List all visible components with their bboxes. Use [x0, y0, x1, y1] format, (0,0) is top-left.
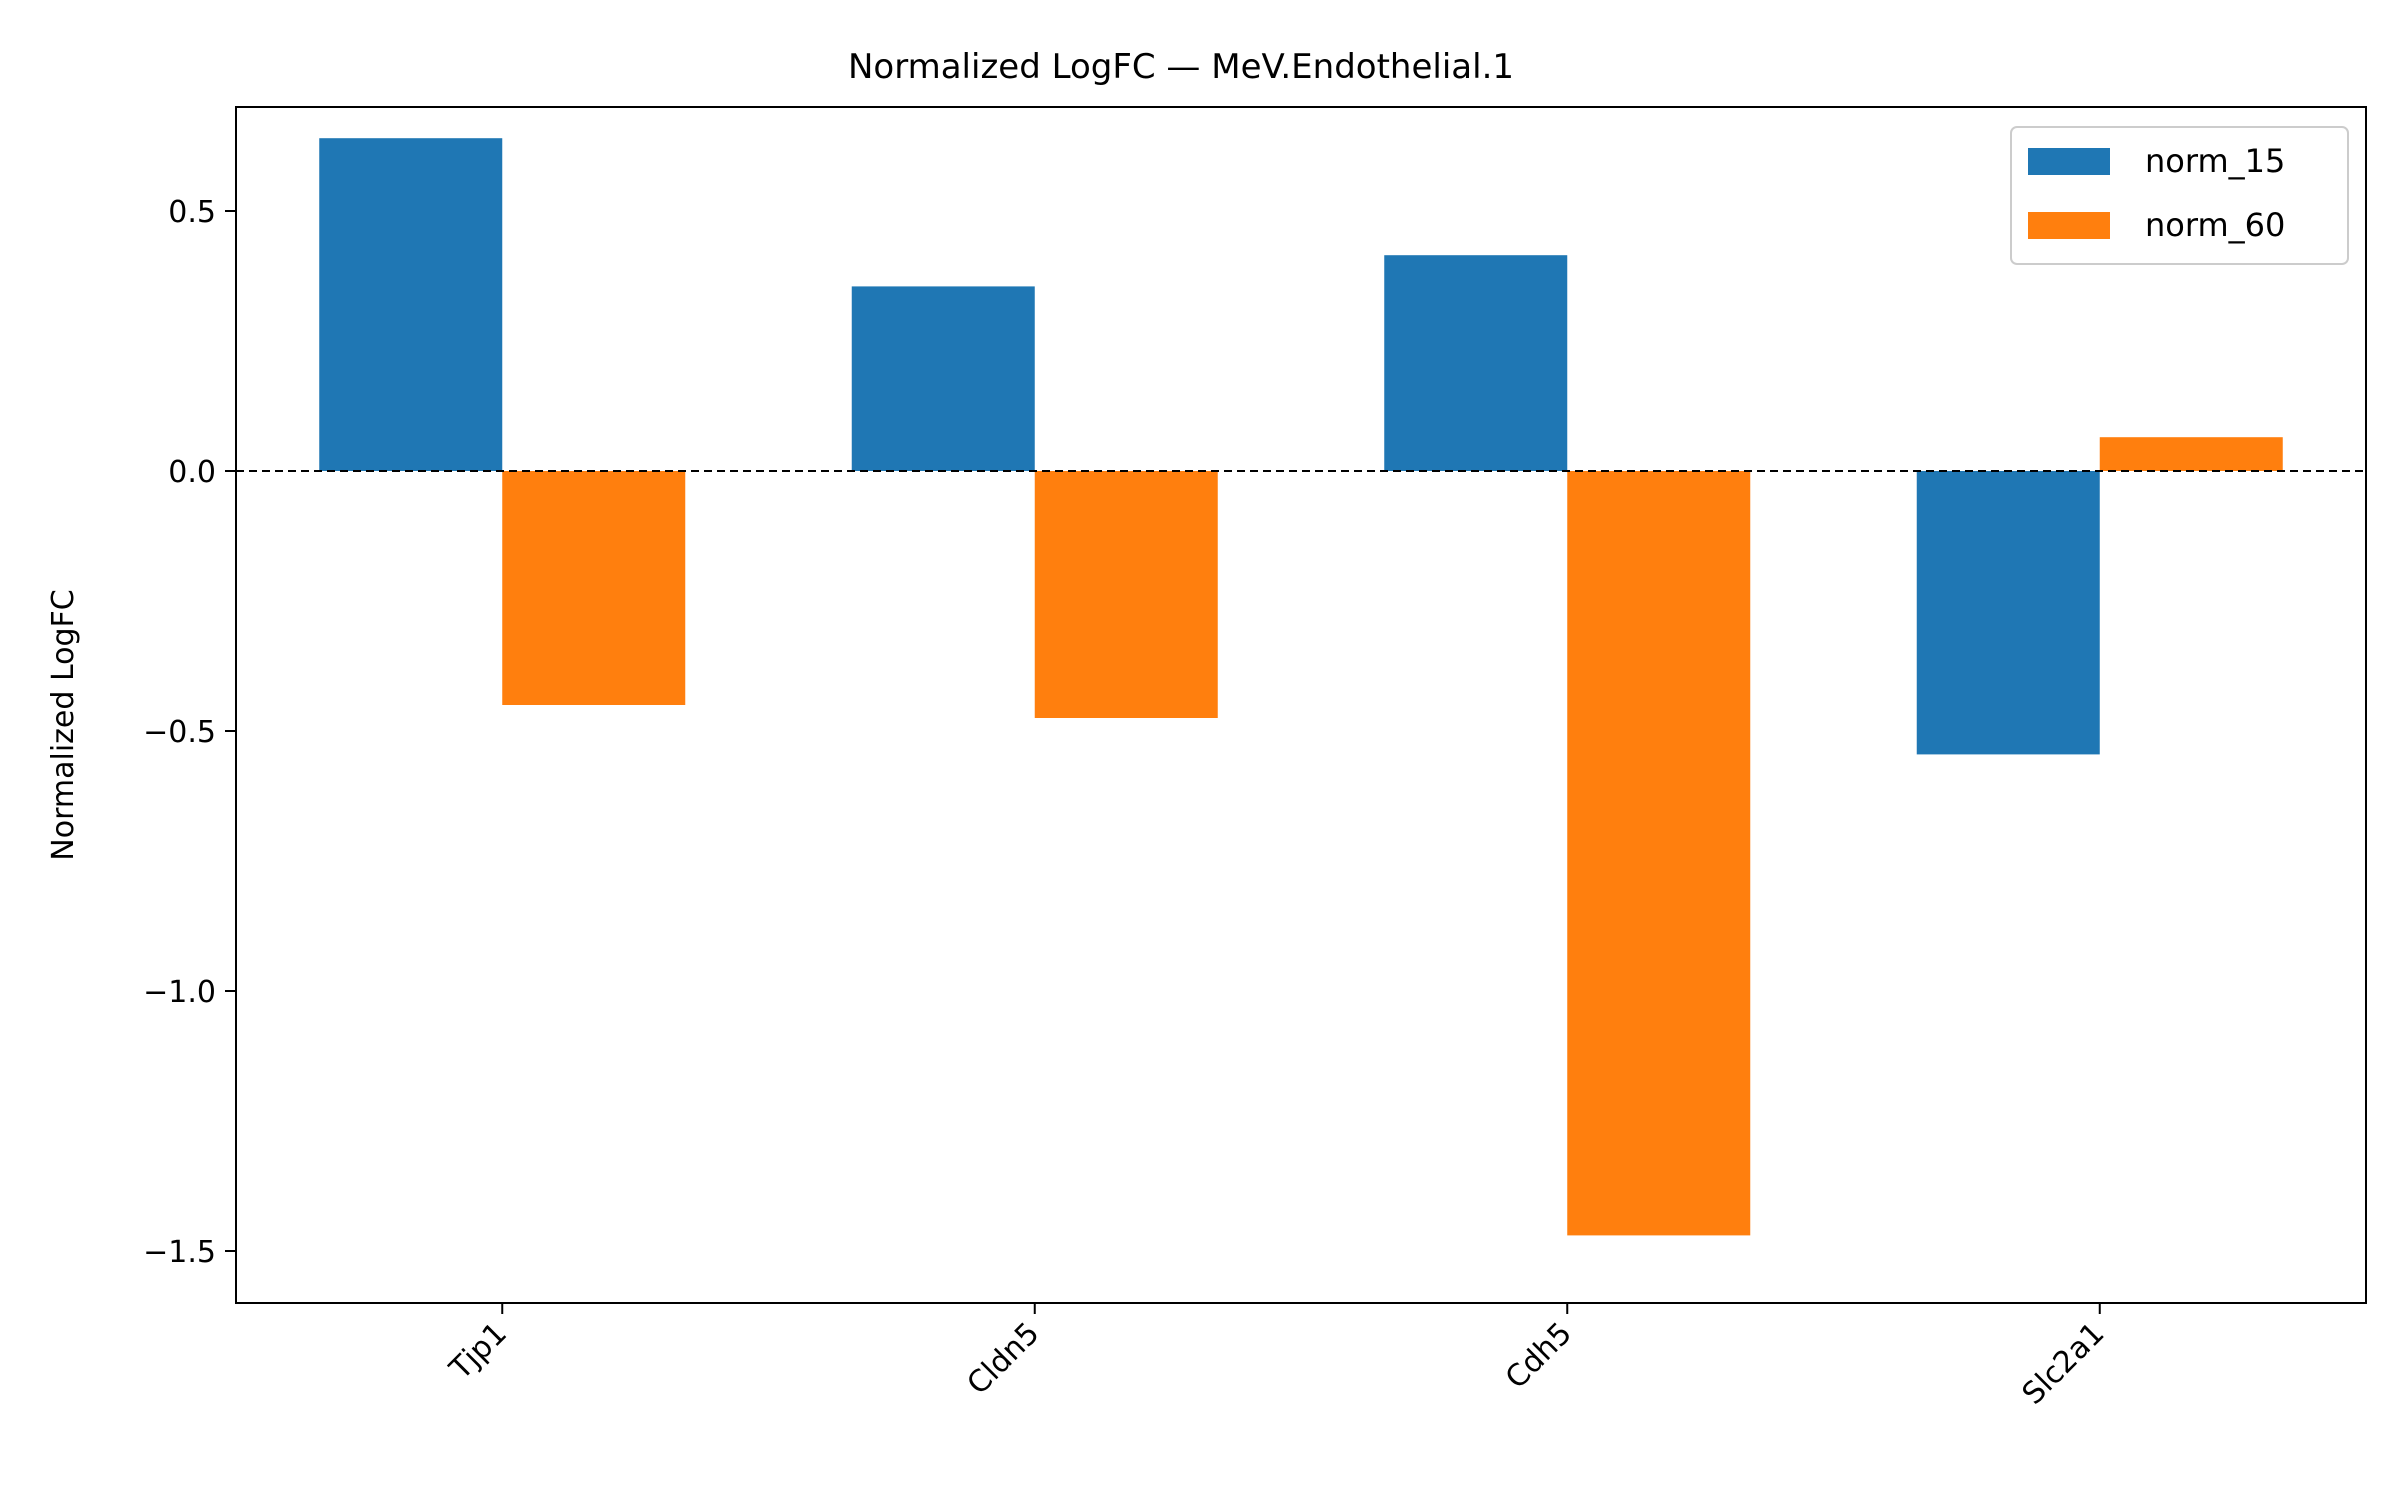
y-tick-label: −0.5 [143, 715, 216, 750]
bar-norm_60-Slc2a1 [2099, 437, 2283, 471]
axes-frame [235, 106, 2367, 1304]
y-axis-label: Normalized LogFC [46, 589, 81, 860]
y-tick-label: 0.0 [168, 455, 216, 490]
y-tick-label: −1.5 [143, 1235, 216, 1270]
y-tick-label: 0.5 [168, 195, 216, 230]
y-tick-label: −1.0 [143, 975, 216, 1010]
bar-norm_60-Cldn5 [1034, 471, 1218, 718]
legend-label-norm_15: norm_15 [2145, 142, 2285, 180]
bar-norm_15-Tjp1 [319, 138, 503, 471]
legend-label-norm_60: norm_60 [2145, 206, 2285, 244]
legend-swatch-norm_15 [2028, 148, 2110, 175]
bar-norm_15-Cldn5 [851, 286, 1035, 471]
bar-norm_60-Tjp1 [502, 471, 686, 705]
bar-norm_15-Slc2a1 [1916, 471, 2100, 755]
bar-norm_60-Cdh5 [1567, 471, 1751, 1236]
legend-swatch-norm_60 [2028, 212, 2110, 239]
bar-norm_15-Cdh5 [1384, 255, 1568, 471]
chart-title: Normalized LogFC — MeV.Endothelial.1 [848, 47, 1514, 87]
